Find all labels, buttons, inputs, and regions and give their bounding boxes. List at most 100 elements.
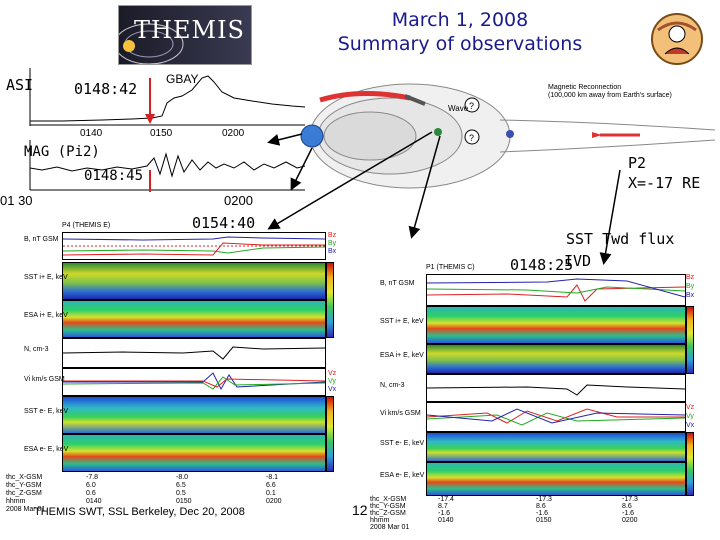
velocity-plot bbox=[62, 368, 326, 396]
orbit-row: thc_Y-GSM 8.7 8.6 8.6 bbox=[370, 503, 700, 510]
sst-time: 0148:25 bbox=[510, 256, 574, 274]
velocity-plot-right bbox=[426, 402, 686, 432]
sst-ion-spectrogram bbox=[62, 262, 326, 300]
sst-electron-spectrogram-right bbox=[426, 432, 686, 462]
colorbar-electrons bbox=[326, 396, 334, 472]
reconnection-label-1: Magnetic Reconnection bbox=[548, 84, 622, 91]
orbit-cell: 0200 bbox=[266, 498, 282, 505]
tick-0200: 0200 bbox=[222, 128, 245, 139]
sst-ion-spectrogram-right bbox=[426, 306, 686, 344]
legend-bz-right: Bz bbox=[686, 274, 695, 281]
legend-vz-right: Vz bbox=[686, 404, 695, 411]
orbit-cell: hhmm bbox=[6, 498, 26, 505]
title-line-2: Summary of observations bbox=[337, 33, 583, 55]
panel-themis-c: P1 (THEMIS C) Bz By Bx Vz Vy Vx B, nT GS… bbox=[370, 262, 716, 538]
mid-time-label: 0154:40 bbox=[192, 214, 256, 232]
density-plot-right bbox=[426, 374, 686, 402]
legend-vy: Vy bbox=[328, 378, 336, 385]
station-label: GBAY bbox=[166, 72, 199, 86]
orbit-cell: -1.6 bbox=[536, 510, 549, 517]
question-mark-1: ? bbox=[469, 101, 475, 111]
orbit-cell: 8.6 bbox=[536, 503, 546, 510]
orbit-cell: thc_X-GSM bbox=[370, 496, 407, 503]
esa-ion-spectrogram bbox=[62, 300, 326, 338]
orbit-cell: thc_X-GSM bbox=[6, 474, 43, 481]
orbit-cell: 8.6 bbox=[622, 503, 632, 510]
orbit-row: thc_X-GSM -17.4 -17.3 -17.3 bbox=[370, 496, 700, 503]
tick-0150: 0150 bbox=[150, 128, 173, 139]
esa-electron-spectrogram bbox=[62, 434, 326, 472]
orbit-row: thc_Y-GSM 6.0 6.5 6.6 bbox=[6, 482, 336, 490]
panel-left-header: P4 (THEMIS E) bbox=[62, 222, 111, 229]
mag-panel: MAG (Pi2) 0148:45 bbox=[2, 140, 305, 192]
legend-vx-right: Vx bbox=[686, 422, 695, 429]
orbit-cell: -8.0 bbox=[176, 474, 189, 481]
density-plot bbox=[62, 338, 326, 368]
b-field-plot-right bbox=[426, 274, 686, 306]
legend-by: By bbox=[328, 240, 337, 247]
asi-trace bbox=[29, 68, 305, 126]
colorbar-ions-right bbox=[686, 306, 694, 374]
orbit-cell: -17.4 bbox=[438, 496, 454, 503]
panel-left-orbit-table: thc_X-GSM -7.8 -8.0 -8.1 thc_Y-GSM 6.0 6… bbox=[6, 474, 336, 513]
legend-vz: Vz bbox=[328, 370, 337, 377]
panel-right-header: P1 (THEMIS C) bbox=[426, 264, 475, 271]
orbit-cell: 0140 bbox=[438, 517, 454, 524]
themis-logo: THEMIS bbox=[118, 5, 252, 65]
page-title: March 1, 2008 Summary of observations bbox=[300, 8, 620, 56]
orbit-cell: 6.5 bbox=[176, 482, 186, 489]
orbit-cell: 0150 bbox=[536, 517, 552, 524]
asi-label: ASI bbox=[6, 76, 34, 94]
ylabel-b-right: B, nT GSM bbox=[380, 280, 415, 287]
question-mark-2: ? bbox=[469, 133, 475, 143]
title-line-1: March 1, 2008 bbox=[391, 9, 529, 31]
ylabel-sst-i-right: SST i+ E, keV bbox=[380, 318, 424, 325]
legend-by-right: By bbox=[686, 283, 695, 290]
orbit-cell: hhmm bbox=[370, 517, 390, 524]
orbit-cell: 8.7 bbox=[438, 503, 448, 510]
asi-panel: ASI 0148:42 GBAY bbox=[2, 68, 305, 126]
ylabel-n: N, cm-3 bbox=[24, 346, 49, 353]
sst-electron-spectrogram bbox=[62, 396, 326, 434]
mag-trace bbox=[29, 140, 305, 192]
orbit-row: hhmm 0140 0150 0200 bbox=[6, 498, 336, 506]
orbit-row: thc_X-GSM -7.8 -8.0 -8.1 bbox=[6, 474, 336, 482]
ylabel-esa-e-right: ESA e- E, keV bbox=[380, 472, 425, 479]
magnetotail-schematic bbox=[300, 83, 716, 189]
colorbar-ions bbox=[326, 262, 334, 338]
legend-bx-right: Bx bbox=[686, 292, 695, 299]
reconnection-label-2: (100,000 km away from Earth's surface) bbox=[548, 92, 672, 99]
colorbar-electrons-right bbox=[686, 432, 694, 496]
ylabel-sst-e-right: SST e- E, keV bbox=[380, 440, 425, 447]
ylabel-sst-i: SST i+ E, keV bbox=[24, 274, 68, 281]
ylabel-v: Vi km/s GSM bbox=[24, 376, 65, 383]
ylabel-b: B, nT GSM bbox=[24, 236, 59, 243]
sst-label: SST Twd flux bbox=[566, 230, 675, 248]
panel-right-orbit-table: thc_X-GSM -17.4 -17.3 -17.3 thc_Y-GSM 8.… bbox=[370, 496, 700, 531]
orbit-cell: -1.6 bbox=[438, 510, 451, 517]
panel-right-date: 2008 Mar 01 bbox=[370, 524, 410, 531]
ylabel-n-right: N, cm-3 bbox=[380, 382, 405, 389]
wave-label: Wave bbox=[448, 104, 469, 113]
orbit-cell: thc_Z-GSM bbox=[370, 510, 406, 517]
esa-electron-spectrogram-right bbox=[426, 462, 686, 496]
ylabel-v-right: Vi km/s GSM bbox=[380, 410, 421, 417]
orbit-cell: 0.1 bbox=[266, 490, 276, 497]
orbit-row: thc_Z-GSM -1.6 -1.6 -1.6 bbox=[370, 510, 700, 517]
ylabel-sst-e: SST e- E, keV bbox=[24, 408, 69, 415]
orbit-cell: -17.3 bbox=[622, 496, 638, 503]
ylabel-esa-i: ESA i+ E, keV bbox=[24, 312, 68, 319]
orbit-cell: thc_Z-GSM bbox=[6, 490, 42, 497]
footer-credit: THEMIS SWT, SSL Berkeley, Dec 20, 2008 bbox=[34, 506, 245, 518]
orbit-cell: -7.8 bbox=[86, 474, 99, 481]
b-field-plot bbox=[62, 232, 326, 260]
panel-themis-e: P4 (THEMIS E) Bz By Bx Vz Vy Vx B, nT GS bbox=[4, 222, 344, 522]
legend-vy-right: Vy bbox=[686, 413, 694, 420]
orbit-cell: 0200 bbox=[622, 517, 638, 524]
asi-time: 0148:42 bbox=[74, 80, 138, 98]
orbit-cell: 0140 bbox=[86, 498, 102, 505]
legend-bx: Bx bbox=[328, 248, 337, 255]
ivd-label: IVD bbox=[564, 252, 592, 270]
orbit-cell: thc_Y-GSM bbox=[370, 503, 406, 510]
esa-ion-spectrogram-right bbox=[426, 344, 686, 374]
